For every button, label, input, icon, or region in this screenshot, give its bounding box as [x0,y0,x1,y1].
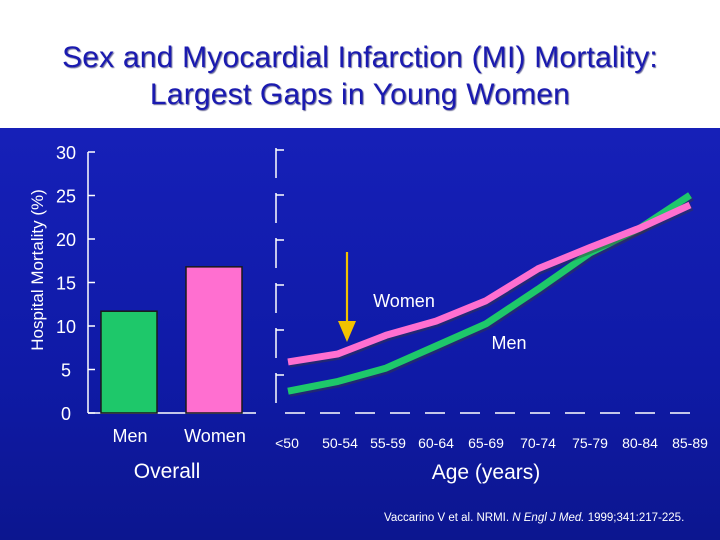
citation: Vaccarino V et al. NRMI. N Engl J Med. 1… [384,512,684,524]
bar-chart-title: Overall [134,460,201,483]
bar-women [185,266,243,414]
x-axis-title: Age (years) [432,461,541,484]
y-tick-label-10: 10 [56,317,76,337]
title-band [0,0,720,128]
y-tick-label-15: 15 [56,274,76,294]
y-axis-title: Hospital Mortality (%) [28,189,47,351]
annotation-arrow-head [338,321,356,342]
y-tick-label-0: 0 [61,404,71,424]
series-line-men [287,192,692,395]
bar-label-women: Women [184,426,246,446]
x-tick-label-1: 50-54 [322,435,358,451]
slide-title-line-1: Sex and Myocardial Infarction (MI) Morta… [62,41,658,74]
slide-title-line-2: Largest Gaps in Young Women [149,78,571,111]
x-tick-label-6: 75-79 [572,435,608,451]
overall-bar-chart: 0 5 10 15 20 25 30 Hospital Mortality (%) Men Wom… [28,143,256,483]
x-tick-label-2: 55-59 [370,435,406,451]
y-tick-label-25: 25 [56,187,76,207]
bar-label-men: Men [112,426,147,446]
x-tick-label-8: 85-89 [672,435,708,451]
series-label-men: Men [491,333,526,353]
y-tick-label-20: 20 [56,230,76,250]
x-tick-label-4: 65-69 [468,435,504,451]
bar-men [100,310,158,414]
citation-details: 1999;341:217-225. [587,512,685,524]
x-tick-label-7: 80-84 [622,435,658,451]
series-label-women: Women [373,291,435,311]
citation-authors: Vaccarino V et al. NRMI. [384,512,510,524]
y-tick-label-30: 30 [56,143,76,163]
x-tick-label-3: 60-64 [418,435,454,451]
x-tick-label-0: <50 [275,435,299,451]
citation-journal: N Engl J Med. [512,512,585,524]
x-tick-label-5: 70-74 [520,435,556,451]
y-tick-label-5: 5 [61,361,71,381]
age-line-chart: Women Men <50 50-54 55-59 60-64 65-69 70-74 75-7… [275,148,708,484]
